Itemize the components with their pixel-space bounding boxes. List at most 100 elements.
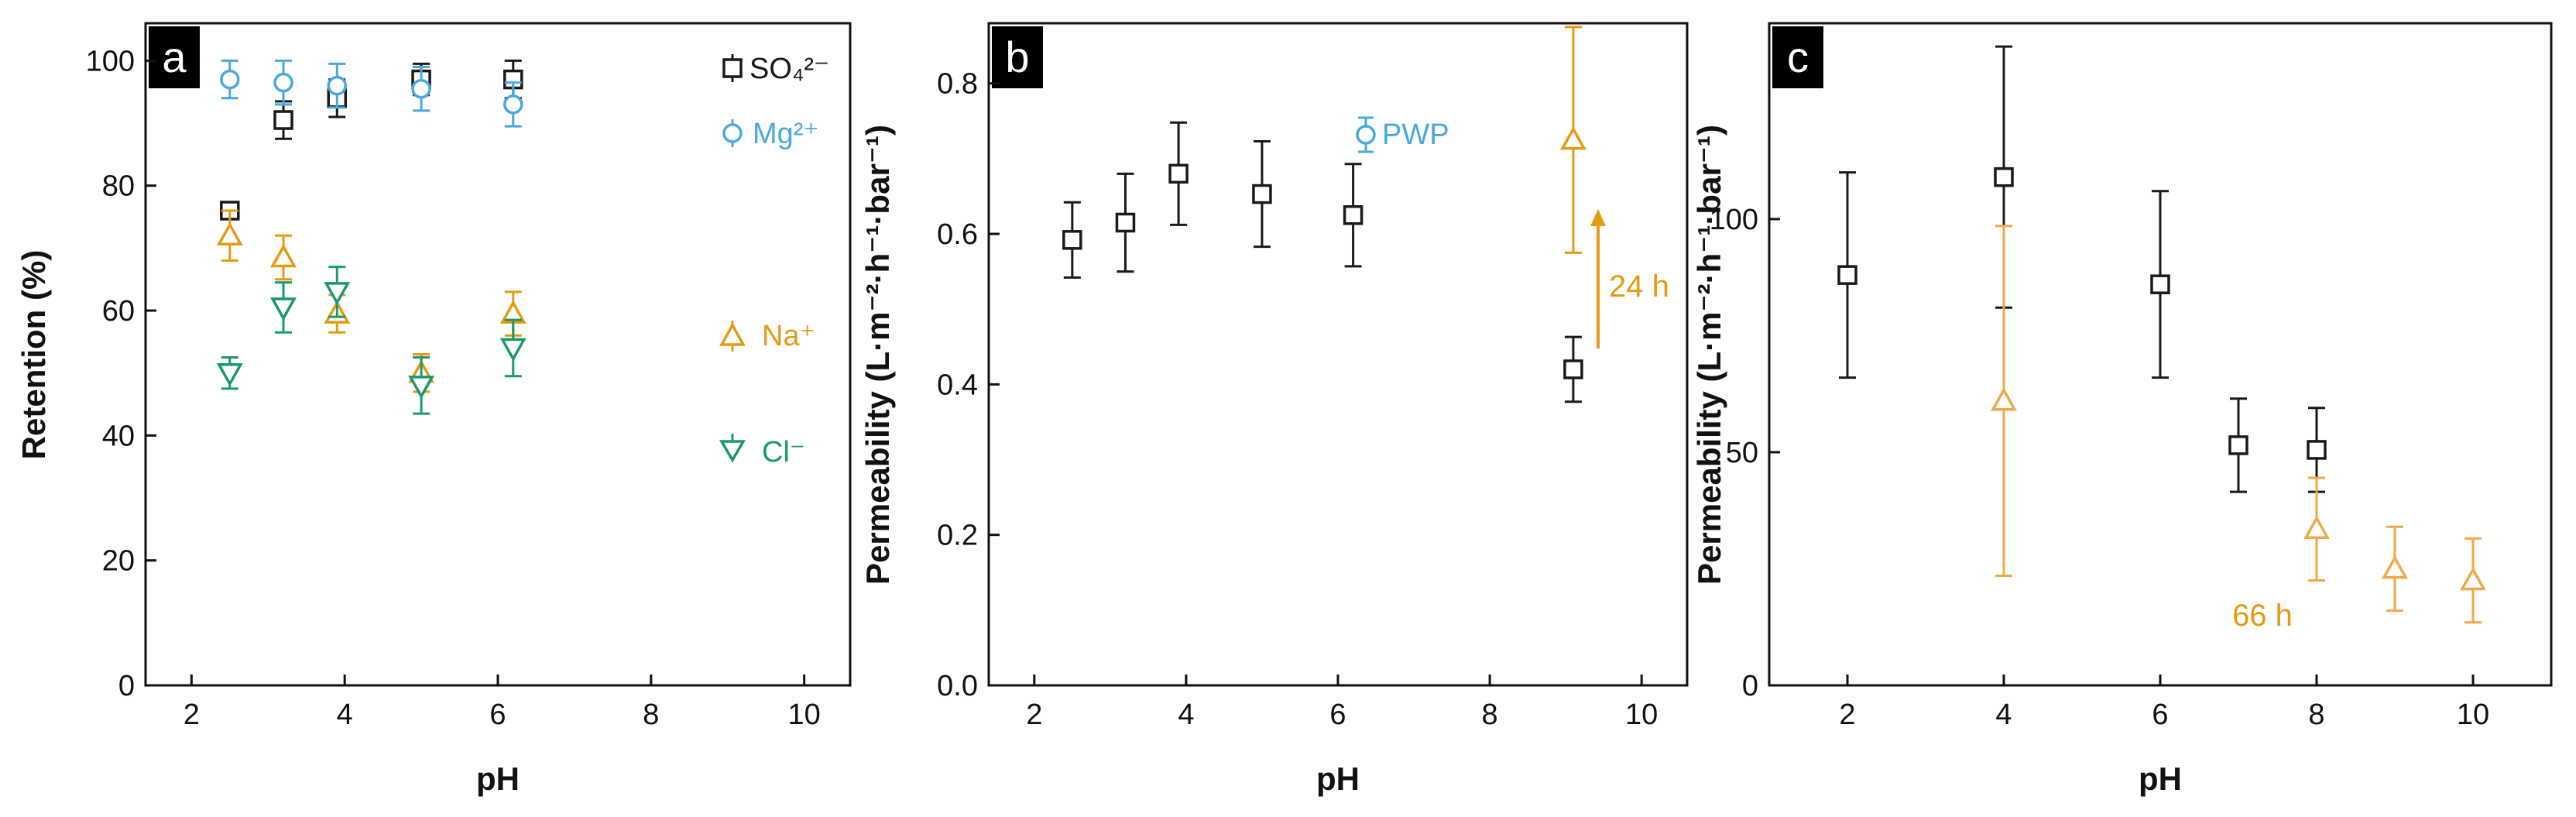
data-point	[327, 62, 348, 109]
data-point	[2303, 476, 2330, 582]
data-point	[220, 59, 240, 100]
legend: PWP	[1356, 116, 1449, 153]
triangle-down-marker	[216, 362, 243, 387]
y-tick-label: 0.0	[937, 670, 978, 702]
annotation-24h: 24 h	[1590, 209, 1669, 348]
data-marks	[216, 59, 527, 415]
square-marker	[1994, 166, 2014, 187]
legend-circle-marker	[1356, 125, 1376, 145]
x-ticks: 2 4 6 8 10	[1839, 675, 2489, 731]
triangle-up-marker	[2460, 566, 2486, 591]
legend-entry-so4: SO₄²⁻	[722, 53, 829, 85]
y-tick-label: 100	[86, 45, 135, 77]
panel-letter: a	[162, 33, 187, 81]
data-point	[1115, 172, 1136, 273]
square-marker	[2307, 440, 2327, 460]
annotation-text: 24 h	[1609, 269, 1669, 304]
panel-letter: b	[1005, 33, 1029, 81]
x-tick-label: 4	[337, 699, 353, 731]
plot-frame	[987, 22, 1689, 687]
data-point	[411, 65, 431, 112]
y-tick-label: 50	[1726, 437, 1758, 469]
y-tick-label: 40	[102, 420, 135, 452]
legend-circle-marker	[722, 123, 743, 143]
data-point	[324, 266, 351, 318]
x-tick-label: 10	[2457, 699, 2489, 731]
panel-letter-box	[149, 26, 200, 88]
square-marker	[1837, 265, 1857, 285]
triangle-down-marker	[324, 282, 351, 306]
x-tick-label: 4	[1178, 699, 1194, 731]
data-point	[216, 356, 243, 390]
panel-letter-box	[992, 26, 1043, 88]
triangle-up-marker	[216, 221, 243, 245]
square-marker	[1115, 212, 1136, 233]
legend-triangle-up-marker	[719, 322, 746, 346]
x-tick-label: 2	[1839, 699, 1855, 731]
triangle-up-marker	[270, 243, 297, 268]
x-axis-label: pH	[476, 760, 520, 797]
data-point	[499, 318, 527, 378]
panel-letter: c	[1787, 33, 1809, 81]
data-point	[216, 209, 243, 263]
y-tick-label: 60	[102, 295, 135, 328]
x-axis-label: pH	[2139, 760, 2182, 797]
legend-entry-na: Na⁺	[719, 320, 815, 352]
x-tick-label: 8	[1482, 699, 1498, 731]
data-point	[503, 81, 523, 128]
data-point	[270, 281, 297, 334]
circle-marker	[503, 94, 523, 115]
triangle-up-marker	[1991, 387, 2017, 411]
y-tick-label: 100	[1710, 204, 1758, 236]
data-point	[1559, 26, 1586, 254]
x-tick-label: 6	[2152, 699, 2168, 731]
x-tick-label: 4	[1995, 699, 2012, 731]
x-tick-label: 6	[489, 699, 506, 731]
data-point	[2460, 537, 2486, 624]
data-point	[1991, 225, 2017, 578]
y-ticks: 0.0 0.2 0.4 0.6 0.8	[937, 68, 1000, 702]
y-tick-label: 80	[102, 170, 135, 203]
legend-label-cl: Cl⁻	[762, 436, 805, 469]
y-tick-label: 0.6	[937, 218, 978, 251]
square-marker	[2150, 274, 2170, 294]
y-tick-label: 0.4	[937, 369, 978, 401]
triangle-down-marker	[270, 297, 297, 321]
x-tick-label: 6	[1329, 699, 1346, 731]
square-marker	[1168, 163, 1189, 184]
square-marker	[1563, 359, 1583, 379]
data-point	[408, 356, 435, 415]
data-point	[270, 234, 297, 281]
x-tick-label: 2	[184, 699, 200, 731]
y-tick-label: 20	[102, 545, 135, 578]
x-tick-label: 10	[788, 699, 821, 731]
y-tick-label: 0	[1742, 670, 1758, 702]
x-tick-label: 8	[2308, 699, 2324, 731]
y-tick-label: 0.8	[937, 68, 978, 101]
triangle-down-marker	[499, 338, 527, 362]
data-point	[273, 100, 293, 140]
square-marker	[1343, 205, 1363, 225]
data-point	[1252, 140, 1272, 249]
data-point	[1062, 201, 1082, 279]
annotation-arrow-head	[1590, 209, 1606, 226]
legend-triangle-down-marker	[719, 440, 746, 463]
triangle-down-marker	[408, 376, 435, 400]
data-point	[1168, 121, 1189, 226]
y-axis-label: Retention (%)	[15, 250, 52, 460]
data-point	[2150, 190, 2170, 379]
circle-marker	[220, 69, 240, 90]
legend-label-pwp: PWP	[1382, 118, 1449, 151]
circle-marker	[273, 72, 293, 93]
square-marker	[2228, 435, 2248, 455]
y-axis-label: Permeability (L·m⁻²·h⁻¹·bar⁻¹)	[1691, 125, 1727, 585]
panel-a: a pH Retention (%) 2 4 6 8 10 0 20 40 60 80 100 S…	[15, 22, 852, 797]
legend-square-marker	[722, 58, 743, 78]
triangle-up-marker	[2382, 554, 2408, 579]
data-point	[2382, 525, 2408, 613]
annotation-text: 66 h	[2232, 599, 2293, 633]
triangle-up-marker	[1559, 126, 1586, 150]
y-ticks: 0 50 100	[1710, 204, 1780, 702]
circle-marker	[411, 78, 431, 99]
